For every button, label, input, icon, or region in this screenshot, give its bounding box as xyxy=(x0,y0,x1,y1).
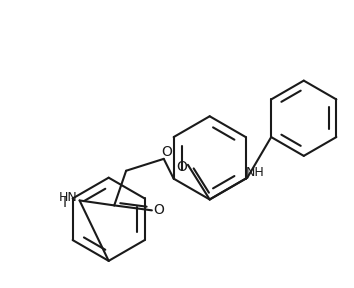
Text: O: O xyxy=(177,160,187,174)
Text: I: I xyxy=(63,196,67,211)
Text: HN: HN xyxy=(58,191,77,204)
Text: O: O xyxy=(153,203,164,217)
Text: NH: NH xyxy=(246,166,264,179)
Text: O: O xyxy=(161,145,172,159)
